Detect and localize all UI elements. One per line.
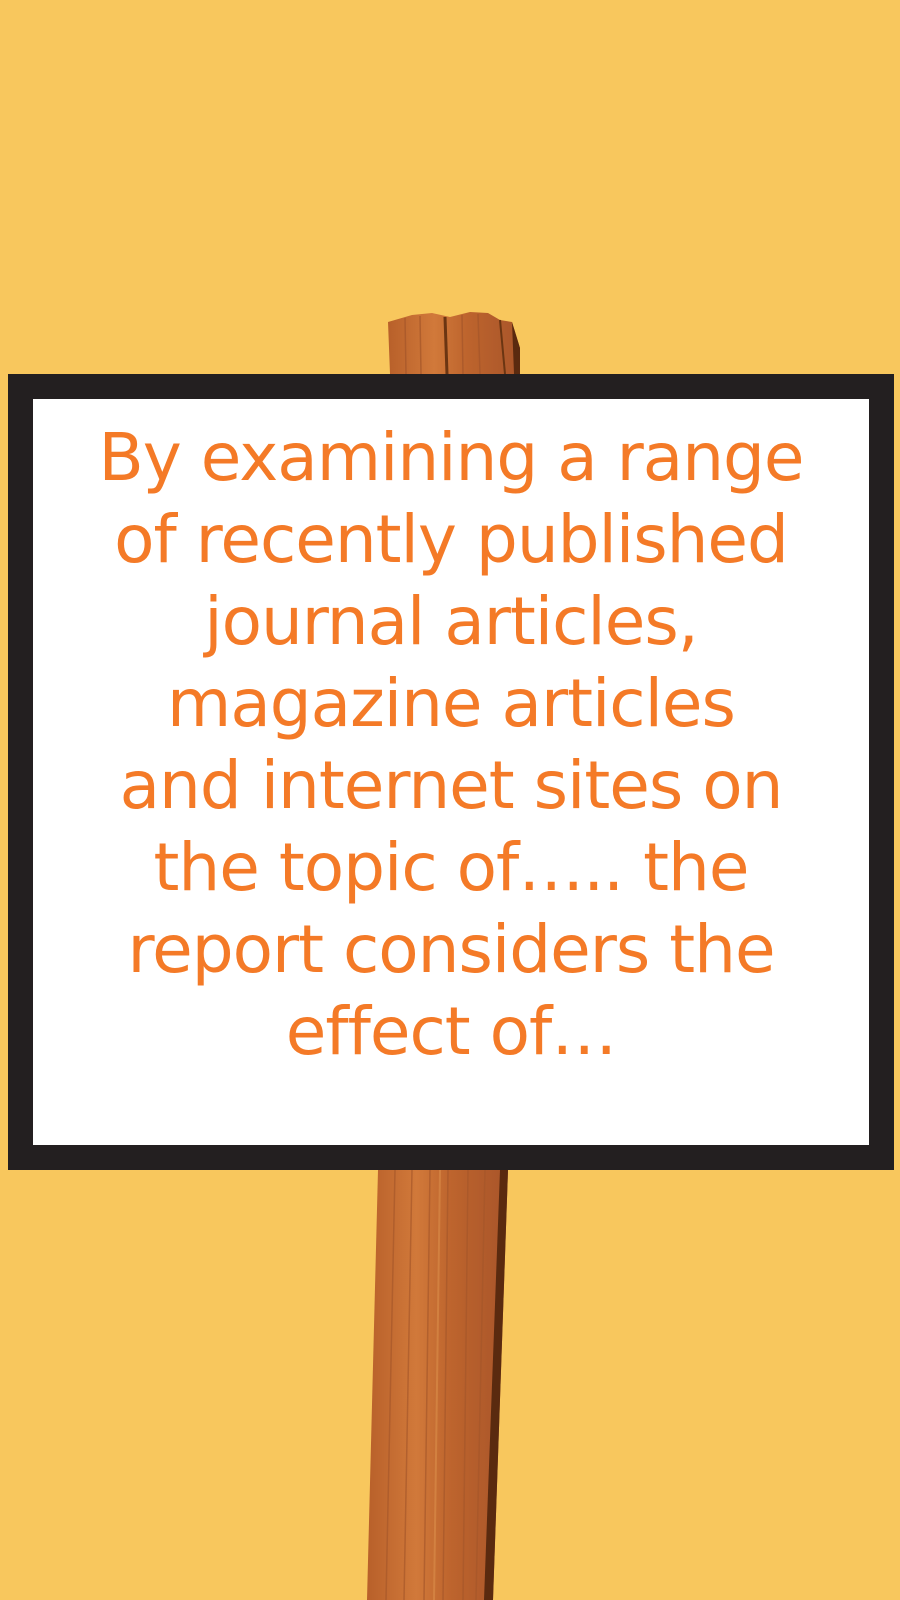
post-bottom xyxy=(367,1169,508,1600)
sign-board: By examining a range of recently publish… xyxy=(8,374,894,1170)
sign-panel: By examining a range of recently publish… xyxy=(33,399,869,1145)
sign-text: By examining a range of recently publish… xyxy=(98,419,804,1070)
post-top xyxy=(388,312,520,375)
